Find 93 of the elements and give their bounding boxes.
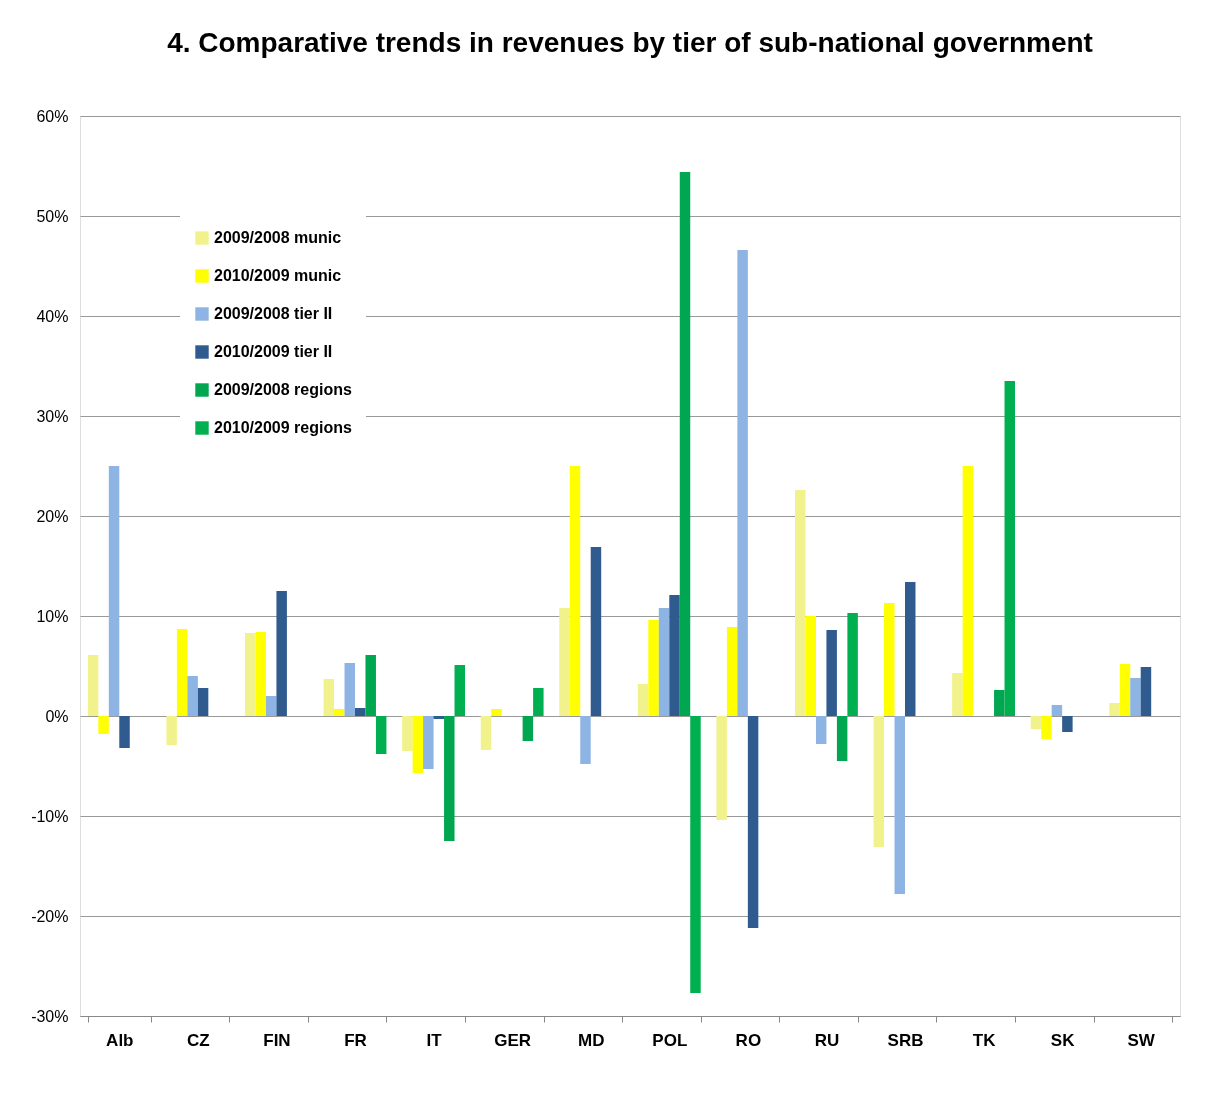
bar [365,655,376,716]
y-tick-label: 0% [45,707,69,725]
x-tick-label: SRB [887,1030,924,1050]
bar [805,616,816,716]
x-tick-label: RO [735,1030,762,1050]
bar [98,716,109,734]
legend-label: 2009/2008 regions [214,381,352,398]
bar [187,676,198,716]
bar [412,716,424,773]
bar [726,627,738,716]
bar [444,716,455,841]
bar [905,582,916,716]
x-tick-label: FIN [263,1030,291,1050]
bar [323,679,335,716]
y-tick-label: 60% [36,107,69,125]
bar [108,466,120,716]
y-tick-label: -30% [31,1007,69,1025]
bar [884,603,895,716]
bar [402,716,413,751]
bar [679,172,691,716]
bar [815,716,827,744]
bar [658,608,670,716]
bar [747,716,759,928]
legend-label: 2009/2008 munic [214,229,342,246]
bar [580,716,591,764]
bar [276,591,287,716]
bar [836,716,848,761]
bar [255,632,266,716]
bar [433,716,445,719]
chart-title: 4. Comparative trends in revenues by tier of sub-national government [167,27,1093,58]
legend-label: 2010/2009 munic [214,267,342,284]
bar [1041,716,1052,739]
bar [522,716,534,741]
bar [826,630,837,716]
x-tick-label: SW [1127,1030,1156,1050]
bar [265,696,277,716]
x-tick-label: GER [494,1030,532,1050]
bar [690,716,701,993]
bar [423,716,434,769]
y-tick-label: 20% [36,507,69,525]
bar [894,716,905,894]
bar [873,716,885,847]
bar [637,684,649,716]
x-tick-label: Alb [106,1030,134,1050]
bar [119,716,130,748]
bar [648,620,659,716]
bar [1109,703,1120,716]
bar [1051,705,1063,716]
bar [1140,667,1152,716]
y-tick-label: 30% [36,407,69,425]
y-tick-label: 10% [36,607,69,625]
bar [491,709,502,716]
y-tick-label: -20% [31,907,69,925]
x-tick-label: SK [1050,1030,1076,1050]
legend-label: 2010/2009 tier II [214,343,333,360]
bar [737,250,748,716]
bar [1130,678,1141,716]
bar [669,595,680,716]
bar [559,608,570,716]
bar [454,665,465,716]
y-tick-label: 50% [36,207,69,225]
x-tick-label: RU [814,1030,840,1050]
bar [1030,716,1042,729]
x-tick-label: POL [652,1030,688,1050]
bar [716,716,727,820]
bar [245,633,256,716]
x-tick-label: IT [426,1030,443,1050]
bar [533,688,544,716]
bar [847,613,858,716]
bar [795,490,806,716]
bar [952,673,963,716]
y-tick-label: 40% [36,307,69,325]
x-tick-label: TK [972,1030,997,1050]
bar [176,629,188,716]
legend-label: 2010/2009 regions [214,419,352,436]
bar [375,716,387,754]
bar [480,716,492,750]
y-tick-label: -10% [31,807,69,825]
bar [1119,664,1131,716]
bar [334,709,345,716]
x-tick-label: FR [344,1030,367,1050]
bar [962,466,974,716]
bar [569,466,581,716]
bar [87,655,99,716]
bar [344,663,355,716]
bar [355,708,366,716]
x-tick-label: CZ [187,1030,210,1050]
bar [166,716,177,745]
bar [590,547,602,716]
bar [197,688,209,716]
x-tick-label: MD [577,1030,605,1050]
bar [1062,716,1073,732]
legend-label: 2009/2008 tier II [214,305,333,322]
